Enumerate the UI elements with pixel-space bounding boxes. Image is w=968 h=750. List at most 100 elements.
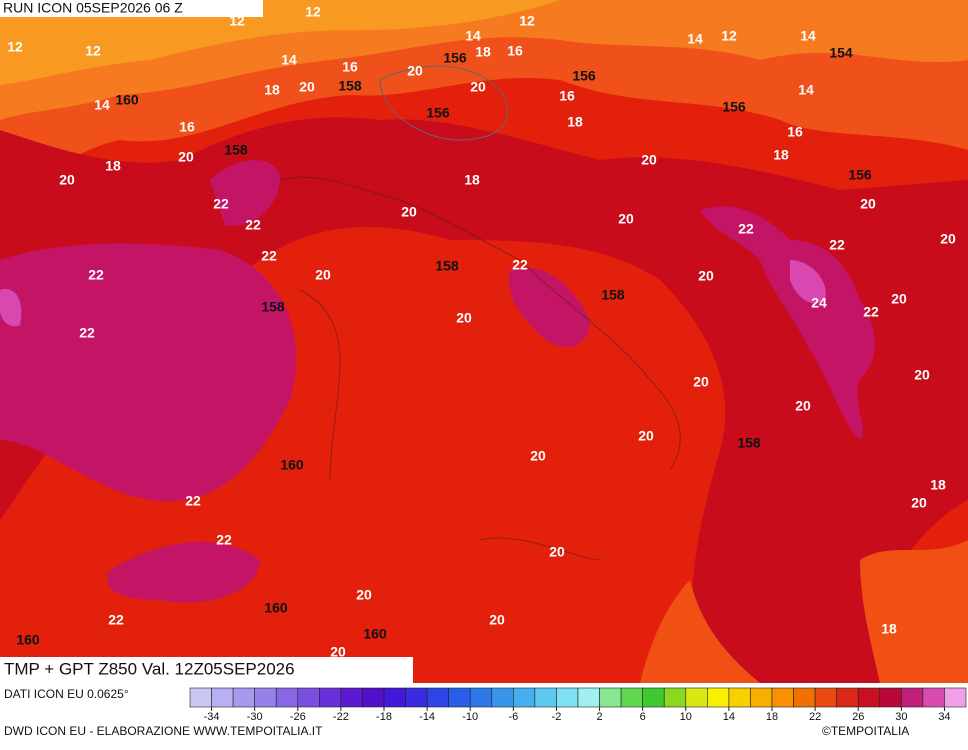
- geopotential-label: 158: [261, 299, 285, 315]
- color-box: [642, 687, 665, 708]
- tick-label: -14: [419, 711, 435, 723]
- temperature-label: 22: [261, 248, 277, 264]
- temperature-label: 20: [59, 172, 75, 188]
- tick-label: 2: [596, 711, 602, 723]
- tick-label: 10: [680, 711, 692, 723]
- tick-label: -10: [462, 711, 478, 723]
- temperature-label: 18: [464, 172, 480, 188]
- temperature-label: 18: [264, 82, 280, 98]
- color-box: [577, 687, 600, 708]
- tick-label: -22: [333, 711, 349, 723]
- tick-label: -18: [376, 711, 392, 723]
- temperature-label: 20: [911, 495, 927, 511]
- temperature-label: 20: [470, 79, 486, 95]
- color-box: [426, 687, 449, 708]
- geopotential-label: 160: [264, 600, 288, 616]
- tick-label: -30: [247, 711, 263, 723]
- color-box: [857, 687, 881, 708]
- geopotential-label: 156: [426, 105, 450, 121]
- color-box: [254, 687, 277, 708]
- geopotential-label: 156: [572, 68, 596, 84]
- tick-label: 26: [852, 711, 864, 723]
- temperature-label: 16: [179, 119, 195, 135]
- color-box: [211, 687, 234, 708]
- temperature-label: 22: [245, 217, 261, 233]
- temperature-label: 20: [330, 644, 346, 660]
- geopotential-label: 156: [848, 167, 872, 183]
- color-box: [362, 687, 385, 708]
- temperature-label: 22: [512, 257, 528, 273]
- map-background: [0, 0, 968, 684]
- temperature-label: 20: [795, 398, 811, 414]
- temperature-label: 16: [342, 59, 358, 75]
- temperature-label: 20: [693, 374, 709, 390]
- temperature-label: 20: [914, 367, 930, 383]
- temperature-label: 12: [305, 4, 321, 20]
- copyright: ©TEMPOITALIA: [822, 724, 909, 738]
- temperature-label: 22: [738, 221, 754, 237]
- temperature-label: 20: [860, 196, 876, 212]
- temperature-label: 22: [108, 612, 124, 628]
- geopotential-label: 160: [115, 92, 139, 108]
- temperature-label: 16: [507, 43, 523, 59]
- color-box: [189, 687, 212, 708]
- run-label: RUN ICON 05SEP2026 06 Z: [3, 0, 183, 16]
- geopotential-label: 156: [443, 50, 467, 66]
- geopotential-label: 158: [601, 287, 625, 303]
- color-box: [297, 687, 320, 708]
- color-box: [793, 687, 816, 708]
- color-box: [663, 687, 687, 708]
- geopotential-label: 156: [722, 99, 746, 115]
- temperature-label: 22: [88, 267, 104, 283]
- temperature-label: 20: [407, 63, 423, 79]
- color-box: [814, 687, 837, 708]
- color-box: [685, 687, 708, 708]
- tick-label: -2: [552, 711, 562, 723]
- temperature-label: 14: [800, 28, 816, 44]
- color-box: [319, 687, 342, 708]
- temperature-label: 18: [773, 147, 789, 163]
- temperature-label: 12: [85, 43, 101, 59]
- geopotential-label: 160: [16, 632, 40, 648]
- temperature-label: 22: [216, 532, 232, 548]
- data-source: DATI ICON EU 0.0625°: [4, 687, 129, 701]
- temperature-label: 20: [401, 204, 417, 220]
- color-box: [901, 687, 924, 708]
- temperature-label: 20: [618, 211, 634, 227]
- temperature-label: 20: [315, 267, 331, 283]
- temperature-label: 20: [299, 79, 315, 95]
- color-box: [771, 687, 794, 708]
- temperature-label: 18: [881, 621, 897, 637]
- color-box: [383, 687, 406, 708]
- temperature-label: 20: [549, 544, 565, 560]
- temperature-label: 22: [185, 493, 201, 509]
- color-box: [340, 687, 363, 708]
- tick-label: -34: [204, 711, 220, 723]
- tick-label: 22: [809, 711, 821, 723]
- color-box: [922, 687, 945, 708]
- color-box: [275, 687, 299, 708]
- temperature-label: 20: [489, 612, 505, 628]
- temperature-label: 14: [281, 52, 297, 68]
- color-box: [879, 687, 902, 708]
- temperature-label: 20: [356, 587, 372, 603]
- temperature-label: 22: [863, 304, 879, 320]
- tick-label: -26: [290, 711, 306, 723]
- geopotential-label: 160: [363, 626, 387, 642]
- tick-label: 14: [723, 711, 735, 723]
- temperature-label: 20: [456, 310, 472, 326]
- temperature-label: 18: [567, 114, 583, 130]
- geopotential-label: 160: [280, 457, 304, 473]
- temperature-label: 12: [519, 13, 535, 29]
- temperature-label: 22: [79, 325, 95, 341]
- geopotential-label: 154: [829, 45, 853, 61]
- temperature-label: 16: [787, 124, 803, 140]
- color-box: [750, 687, 773, 708]
- color-box: [405, 687, 428, 708]
- color-box: [599, 687, 622, 708]
- color-box: [469, 687, 493, 708]
- geopotential-label: 158: [737, 435, 761, 451]
- temperature-label: 20: [178, 149, 194, 165]
